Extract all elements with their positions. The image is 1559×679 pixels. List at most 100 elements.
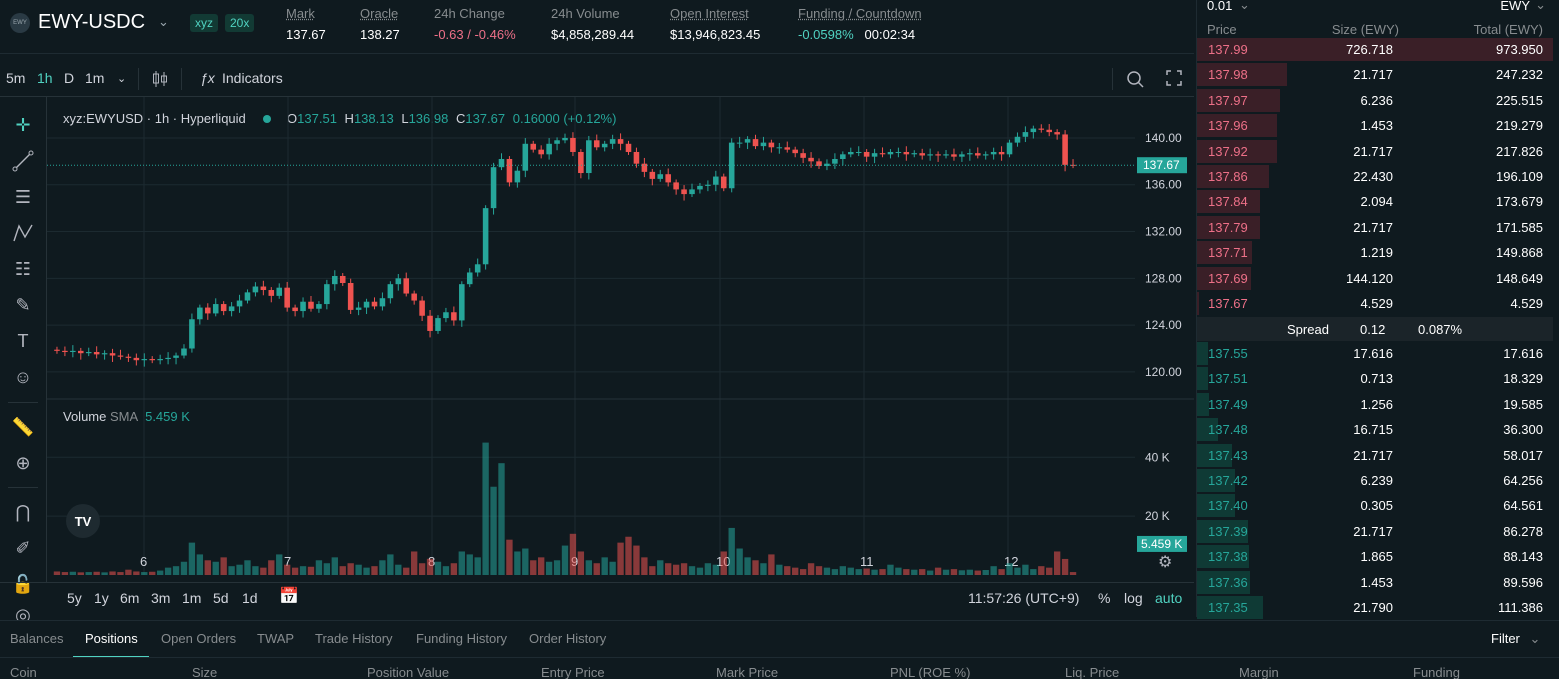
eye-icon[interactable]: ◎ <box>15 604 31 625</box>
volume-bar <box>919 569 926 575</box>
ask-row[interactable]: 137.97 6.236 225.515 <box>1197 88 1553 113</box>
bid-row[interactable]: 137.35 21.790 111.386 <box>1197 595 1553 620</box>
emoji-icon[interactable]: ☺ <box>13 366 33 387</box>
bid-size: 21.717 <box>1353 447 1393 463</box>
volume-bar <box>863 568 870 575</box>
candle <box>522 143 529 171</box>
ask-row[interactable]: 137.67 4.529 4.529 <box>1197 291 1553 316</box>
ask-row[interactable]: 137.71 1.219 149.868 <box>1197 240 1553 265</box>
bid-row[interactable]: 137.42 6.239 64.256 <box>1197 468 1553 493</box>
depth-bar <box>1197 367 1208 391</box>
candle <box>1054 132 1060 135</box>
volume-bar <box>1038 566 1045 575</box>
tradingview-logo[interactable]: TV <box>66 504 100 538</box>
bid-row[interactable]: 137.36 1.453 89.596 <box>1197 570 1553 595</box>
volume-bar <box>379 560 386 575</box>
bid-row[interactable]: 137.40 0.305 64.561 <box>1197 493 1553 518</box>
interval-d[interactable]: D <box>64 70 75 86</box>
fullscreen-icon[interactable] <box>1166 70 1182 89</box>
chevron-down-icon[interactable]: ⌄ <box>1535 0 1546 12</box>
bid-row[interactable]: 137.48 16.715 36.300 <box>1197 417 1553 442</box>
bid-row[interactable]: 137.55 17.616 17.616 <box>1197 341 1553 366</box>
interval-5m[interactable]: 5m <box>6 70 26 86</box>
tick-size-select[interactable]: 0.01 <box>1207 0 1233 13</box>
tab-positions[interactable]: Positions <box>85 631 138 646</box>
ask-row[interactable]: 137.84 2.094 173.679 <box>1197 189 1553 214</box>
candle <box>982 154 989 156</box>
ask-row[interactable]: 137.69 144.120 148.649 <box>1197 266 1553 291</box>
tab-order-history[interactable]: Order History <box>529 631 607 646</box>
crosshair-icon[interactable]: ✛ <box>15 114 31 135</box>
current-price-marker <box>1137 157 1187 174</box>
chevron-down-icon[interactable]: ⌄ <box>158 14 169 29</box>
bid-size: 0.305 <box>1360 498 1393 514</box>
lock-icon[interactable]: 🔓 <box>11 573 35 594</box>
dex-badge: xyz <box>190 14 218 32</box>
chevron-down-icon[interactable]: ⌄ <box>1239 0 1250 12</box>
price-chart[interactable]: 140.00136.00132.00128.00124.00120.006789… <box>47 97 1194 582</box>
pattern-icon[interactable] <box>10 220 36 246</box>
ask-row[interactable]: 137.99 726.718 973.950 <box>1197 37 1553 62</box>
zoom-icon[interactable]: ⊕ <box>15 452 31 473</box>
tab-balances[interactable]: Balances <box>10 631 64 646</box>
candle-type-icon[interactable] <box>152 70 168 91</box>
range-1y[interactable]: 1y <box>94 590 109 606</box>
column-header[interactable]: Position Value <box>367 665 450 679</box>
tab-trade-history[interactable]: Trade History <box>315 631 393 646</box>
bid-total: 64.256 <box>1503 473 1543 488</box>
range-3m[interactable]: 3m <box>151 590 171 606</box>
settings-gear-icon[interactable]: ⚙ <box>1158 552 1172 571</box>
ask-row[interactable]: 137.86 22.430 196.109 <box>1197 164 1553 189</box>
bid-row[interactable]: 137.49 1.256 19.585 <box>1197 392 1553 417</box>
volume-bar <box>514 551 521 575</box>
tab-open-orders[interactable]: Open Orders <box>161 631 237 646</box>
candle <box>395 278 402 285</box>
bid-row[interactable]: 137.39 21.717 86.278 <box>1197 519 1553 544</box>
ask-row[interactable]: 137.92 21.717 217.826 <box>1197 139 1553 164</box>
ask-row[interactable]: 137.79 21.717 171.585 <box>1197 215 1553 240</box>
horizontal-lines-icon[interactable]: ☰ <box>14 186 32 207</box>
range-1d[interactable]: 1d <box>242 590 258 606</box>
log-toggle[interactable]: log <box>1124 590 1143 606</box>
bid-price: 137.43 <box>1208 447 1248 463</box>
range-5d[interactable]: 5d <box>213 590 229 606</box>
interval-1h[interactable]: 1h <box>37 70 53 86</box>
indicators-button[interactable]: Indicators <box>222 70 283 86</box>
tab-twap[interactable]: TWAP <box>257 631 295 646</box>
filter-button[interactable]: Filter ⌄ <box>1491 631 1541 646</box>
volume-bar <box>1006 563 1013 575</box>
fx-icon[interactable]: ƒx <box>200 70 215 86</box>
volume-bar <box>966 569 974 575</box>
bid-row[interactable]: 137.38 1.865 88.143 <box>1197 544 1553 569</box>
text-icon[interactable]: T <box>17 330 29 351</box>
price-axis-label: 124.00 <box>1145 318 1182 332</box>
unit-select[interactable]: EWY <box>1500 0 1530 13</box>
percent-toggle[interactable]: % <box>1098 590 1111 606</box>
auto-toggle[interactable]: auto <box>1155 590 1183 606</box>
range-5y[interactable]: 5y <box>67 590 82 606</box>
screenshot-icon[interactable] <box>1126 70 1144 91</box>
depth-bar <box>1197 418 1219 442</box>
range-6m[interactable]: 6m <box>120 590 140 606</box>
lock-drawing-icon[interactable]: ✐ <box>15 537 31 558</box>
brush-icon[interactable]: ✎ <box>15 294 31 315</box>
bid-row[interactable]: 137.51 0.713 18.329 <box>1197 366 1553 391</box>
chevron-down-icon[interactable]: ⌄ <box>117 73 127 85</box>
pair-selector[interactable]: EWY-USDC <box>38 11 146 33</box>
interval-1m[interactable]: 1m <box>85 70 105 86</box>
volume-bar <box>672 564 680 575</box>
tab-funding-history[interactable]: Funding History <box>416 631 508 646</box>
ask-price: 137.67 <box>1208 296 1248 311</box>
fib-icon[interactable]: ☷ <box>14 258 32 279</box>
range-1m[interactable]: 1m <box>182 590 202 606</box>
bid-total: 18.329 <box>1503 371 1543 387</box>
trendline-icon[interactable] <box>10 148 36 174</box>
bid-row[interactable]: 137.43 21.717 58.017 <box>1197 443 1553 468</box>
ruler-icon[interactable]: 📏 <box>11 416 35 437</box>
ask-row[interactable]: 137.98 21.717 247.232 <box>1197 62 1553 87</box>
magnet-icon[interactable]: ⋂ <box>15 501 31 522</box>
ask-row[interactable]: 137.96 1.453 219.279 <box>1197 113 1553 138</box>
candle <box>760 142 767 147</box>
calendar-icon[interactable]: 📅 <box>279 588 299 605</box>
volume-bar <box>403 567 410 575</box>
